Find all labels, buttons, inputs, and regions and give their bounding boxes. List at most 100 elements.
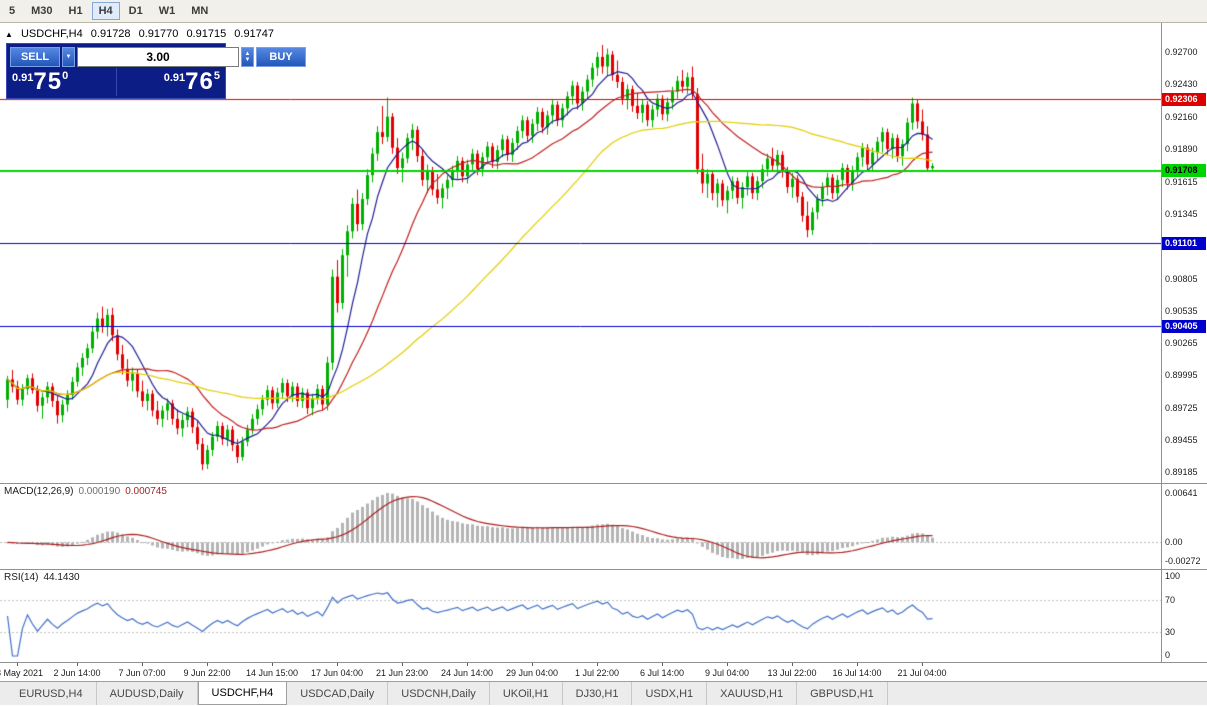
time-axis-label: 24 Jun 14:00 <box>440 668 494 678</box>
rsi-label: RSI(14) <box>4 572 39 583</box>
price-line-badge: 0.91708 <box>1162 164 1206 178</box>
time-axis-tick <box>922 663 923 666</box>
macd-signal-value: 0.000745 <box>125 486 167 497</box>
macd-axis[interactable]: 0.00641 0.00 -0.00272 <box>1161 484 1206 569</box>
timeframe-button-h4[interactable]: H4 <box>91 2 120 20</box>
time-axis-label: 29 Jun 04:00 <box>505 668 559 678</box>
macd-title: MACD(12,26,9) 0.000190 0.000745 <box>4 486 167 497</box>
macd-axis-label: 0.00 <box>1165 537 1183 548</box>
macd-main-value: 0.000190 <box>78 486 121 497</box>
rsi-axis-label: 0 <box>1165 650 1171 660</box>
price-axis-label: 0.91890 <box>1165 143 1198 154</box>
ohlc-low: 0.91715 <box>186 28 227 40</box>
price-line-badge: 0.90405 <box>1162 319 1206 333</box>
time-axis-tick <box>792 663 793 666</box>
price-axis-label: 0.90805 <box>1165 273 1198 284</box>
rsi-indicator-canvas[interactable] <box>0 570 1161 662</box>
buy-button[interactable]: BUY <box>256 47 306 67</box>
sell-price-big-digits: 75 <box>33 68 63 95</box>
timeframe-button-mn[interactable]: MN <box>184 2 215 20</box>
buy-price-point: 5 <box>213 70 220 82</box>
timeframe-toolbar: 5 M30 H1 H4 D1 W1 MN <box>0 0 1207 23</box>
chart-tab-ukoil-h1[interactable]: UKOil,H1 <box>490 682 563 705</box>
time-axis-label: 21 Jul 04:00 <box>897 668 947 678</box>
time-axis-label: 28 May 2021 <box>0 668 44 678</box>
chart-tab-dj30-h1[interactable]: DJ30,H1 <box>563 682 633 705</box>
chart-collapse-icon[interactable]: ▲ <box>5 30 13 39</box>
time-axis-label: 9 Jul 04:00 <box>704 668 750 678</box>
buy-price-big-digits: 76 <box>185 68 214 95</box>
timeframe-button-5[interactable]: 5 <box>2 2 22 20</box>
spinner-up-icon[interactable]: ▲ <box>244 51 251 57</box>
rsi-value: 44.1430 <box>43 572 80 583</box>
spinner-down-icon[interactable]: ▼ <box>244 57 251 63</box>
volume-spinner[interactable]: ▲ ▼ <box>241 47 254 67</box>
trade-panel-prices: 0.91750 0.91765 <box>10 68 222 96</box>
macd-axis-label: -0.00272 <box>1165 556 1201 566</box>
rsi-axis[interactable]: 100 70 30 0 <box>1161 570 1206 662</box>
time-axis-tick <box>272 663 273 666</box>
time-axis-label: 7 Jun 07:00 <box>118 668 166 678</box>
buy-price-prefix: 0.91 <box>163 72 186 84</box>
timeframe-button-w1[interactable]: W1 <box>152 2 183 20</box>
sell-price-point: 0 <box>62 70 69 82</box>
time-axis-tick <box>857 663 858 666</box>
price-line-badge: 0.92306 <box>1162 92 1206 106</box>
price-axis-label: 0.89995 <box>1165 370 1198 381</box>
rsi-plot[interactable]: RSI(14) 44.1430 <box>0 570 1161 662</box>
time-axis-tick <box>17 663 18 666</box>
macd-label: MACD(12,26,9) <box>4 486 74 497</box>
price-axis-label: 0.89455 <box>1165 434 1198 445</box>
timeframe-button-m30[interactable]: M30 <box>24 2 59 20</box>
price-axis-label: 0.91345 <box>1165 208 1198 219</box>
chart-tab-usdchf-h4[interactable]: USDCHF,H4 <box>197 682 288 705</box>
chart-title: ▲ USDCHF,H4 0.91728 0.91770 0.91715 0.91… <box>5 28 279 40</box>
sell-button[interactable]: SELL <box>10 47 60 67</box>
macd-pane: MACD(12,26,9) 0.000190 0.000745 0.00641 0.0… <box>0 483 1207 569</box>
chart-tab-eurusd-h4[interactable]: EURUSD,H4 <box>6 682 97 705</box>
sell-price[interactable]: 0.91750 <box>12 68 68 96</box>
time-axis-label: 2 Jun 14:00 <box>53 668 101 678</box>
time-axis-label: 1 Jul 22:00 <box>574 668 620 678</box>
chart-tab-usdx-h1[interactable]: USDX,H1 <box>632 682 708 705</box>
rsi-axis-label: 100 <box>1165 571 1181 581</box>
chart-tab-usdcad-daily[interactable]: USDCAD,Daily <box>287 682 389 705</box>
timeframe-button-d1[interactable]: D1 <box>122 2 150 20</box>
price-axis-label: 0.90265 <box>1165 338 1198 348</box>
price-plot[interactable]: ▲ USDCHF,H4 0.91728 0.91770 0.91715 0.91… <box>0 23 1161 483</box>
price-pane: ▲ USDCHF,H4 0.91728 0.91770 0.91715 0.91… <box>0 23 1207 483</box>
chart-tab-usdcnh-daily[interactable]: USDCNH,Daily <box>388 682 490 705</box>
ohlc-close: 0.91747 <box>234 28 275 40</box>
price-axis-label: 0.91615 <box>1165 176 1198 187</box>
time-axis-tick <box>727 663 728 666</box>
rsi-title: RSI(14) 44.1430 <box>4 572 80 583</box>
timeframe-button-h1[interactable]: H1 <box>62 2 90 20</box>
rsi-pane: RSI(14) 44.1430 100 70 30 0 <box>0 569 1207 662</box>
time-axis[interactable]: 28 May 2021 2 Jun 14:00 7 Jun 07:00 9 Jun 2… <box>0 662 1207 681</box>
chart-tab-audusd-daily[interactable]: AUDUSD,Daily <box>97 682 198 705</box>
time-axis-tick <box>662 663 663 666</box>
one-click-trading-panel: SELL ▼ ▲ ▼ BUY 0.91750 <box>6 43 306 99</box>
trade-panel-controls: SELL ▼ ▲ ▼ BUY <box>10 47 306 67</box>
dropdown-arrow-icon: ▼ <box>65 54 72 60</box>
rsi-axis-label: 30 <box>1165 627 1176 637</box>
time-axis-label: 16 Jul 14:00 <box>832 668 882 678</box>
macd-plot[interactable]: MACD(12,26,9) 0.000190 0.000745 <box>0 484 1161 569</box>
time-axis-label: 21 Jun 23:00 <box>375 668 429 678</box>
buy-price[interactable]: 0.91765 <box>164 68 220 96</box>
volume-input[interactable] <box>77 47 239 67</box>
volume-dropdown-button[interactable]: ▼ <box>62 47 75 67</box>
time-axis-tick <box>532 663 533 666</box>
price-line-badge: 0.91101 <box>1162 236 1206 250</box>
macd-indicator-canvas[interactable] <box>0 484 1161 569</box>
chart-tab-gbpusd-h1[interactable]: GBPUSD,H1 <box>797 682 888 705</box>
chart-tab-xauusd-h1[interactable]: XAUUSD,H1 <box>707 682 798 705</box>
time-axis-label: 14 Jun 15:00 <box>245 668 299 678</box>
time-axis-tick <box>142 663 143 666</box>
time-axis-tick <box>337 663 338 666</box>
price-axis-label: 0.92700 <box>1165 47 1198 58</box>
price-axis[interactable]: 0.92700 0.92430 0.92160 0.91890 0.91615 0.913… <box>1161 23 1206 483</box>
candlestick-chart-canvas[interactable] <box>0 23 1161 483</box>
price-axis-label: 0.89185 <box>1165 467 1198 477</box>
